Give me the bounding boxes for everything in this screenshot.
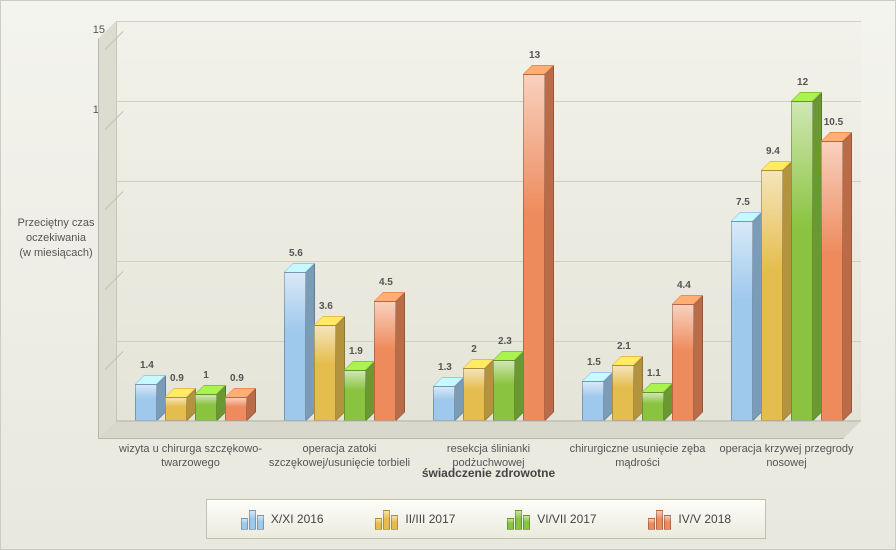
bar-group: 1.322.313resekcja ślinianki podżuchwowej [414, 21, 563, 421]
bar-group: 1.52.11.14.4chirurgiczne usunięcie zęba … [563, 21, 712, 421]
bar: 13 [523, 74, 545, 421]
bar: 4.5 [374, 301, 396, 421]
value-label: 13 [529, 50, 540, 61]
legend-label: II/III 2017 [405, 512, 455, 526]
bar: 1.9 [344, 370, 366, 421]
value-label: 10.5 [824, 117, 843, 128]
bar-group: 5.63.61.94.5operacja zatoki szczękowej/u… [265, 21, 414, 421]
legend-swatch-icon [375, 508, 398, 530]
legend-item: X/XI 2016 [241, 508, 324, 530]
bar: 1.1 [642, 392, 664, 421]
bar: 12 [791, 101, 813, 421]
value-label: 1.9 [349, 346, 363, 357]
value-label: 1 [203, 370, 209, 381]
legend-label: X/XI 2016 [271, 512, 324, 526]
value-label: 2 [471, 344, 477, 355]
legend-swatch-icon [648, 508, 671, 530]
value-label: 4.4 [677, 280, 691, 291]
y-tick-label: 15 [75, 24, 105, 36]
value-label: 1.5 [587, 357, 601, 368]
bar: 3.6 [314, 325, 336, 421]
value-label: 9.4 [766, 146, 780, 157]
bar: 1 [195, 394, 217, 421]
legend-label: IV/V 2018 [678, 512, 731, 526]
bar-group: 1.40.910.9wizyta u chirurga szczękowo-tw… [116, 21, 265, 421]
legend-swatch-icon [507, 508, 530, 530]
value-label: 1.3 [438, 362, 452, 373]
bar: 1.3 [433, 386, 455, 421]
legend-item: VI/VII 2017 [507, 508, 596, 530]
bar: 0.9 [165, 397, 187, 421]
x-axis-label: świadczenie zdrowotne [116, 466, 861, 480]
legend-label: VI/VII 2017 [537, 512, 596, 526]
chart-container: 03691215 Przeciętny czas oczekiwania(w m… [0, 0, 896, 550]
legend-swatch-icon [241, 508, 264, 530]
bar: 0.9 [225, 397, 247, 421]
bar: 1.4 [135, 384, 157, 421]
plot-side-wall [98, 21, 116, 439]
value-label: 5.6 [289, 248, 303, 259]
bar: 9.4 [761, 170, 783, 421]
legend-item: IV/V 2018 [648, 508, 731, 530]
bar: 2 [463, 368, 485, 421]
bar: 10.5 [821, 141, 843, 421]
value-label: 1.1 [647, 368, 661, 379]
y-axis-label: Przeciętny czas oczekiwania(w miesiącach… [7, 216, 105, 261]
legend-item: II/III 2017 [375, 508, 455, 530]
bar: 4.4 [672, 304, 694, 421]
value-label: 2.3 [498, 336, 512, 347]
bar: 1.5 [582, 381, 604, 421]
value-label: 3.6 [319, 301, 333, 312]
value-label: 7.5 [736, 197, 750, 208]
plot-area: 1.40.910.9wizyta u chirurga szczękowo-tw… [116, 21, 861, 421]
bar: 2.3 [493, 360, 515, 421]
value-label: 2.1 [617, 341, 631, 352]
bar-group: 7.59.41210.5operacja krzywej przegrody n… [712, 21, 861, 421]
bar: 5.6 [284, 272, 306, 421]
value-label: 0.9 [230, 373, 244, 384]
value-label: 0.9 [170, 373, 184, 384]
plot-floor [98, 421, 861, 439]
bar: 7.5 [731, 221, 753, 421]
value-label: 4.5 [379, 277, 393, 288]
bar: 2.1 [612, 365, 634, 421]
value-label: 12 [797, 77, 808, 88]
value-label: 1.4 [140, 360, 154, 371]
legend: X/XI 2016 II/III 2017 VI/VII 2017 IV/V 2018 [206, 499, 766, 539]
